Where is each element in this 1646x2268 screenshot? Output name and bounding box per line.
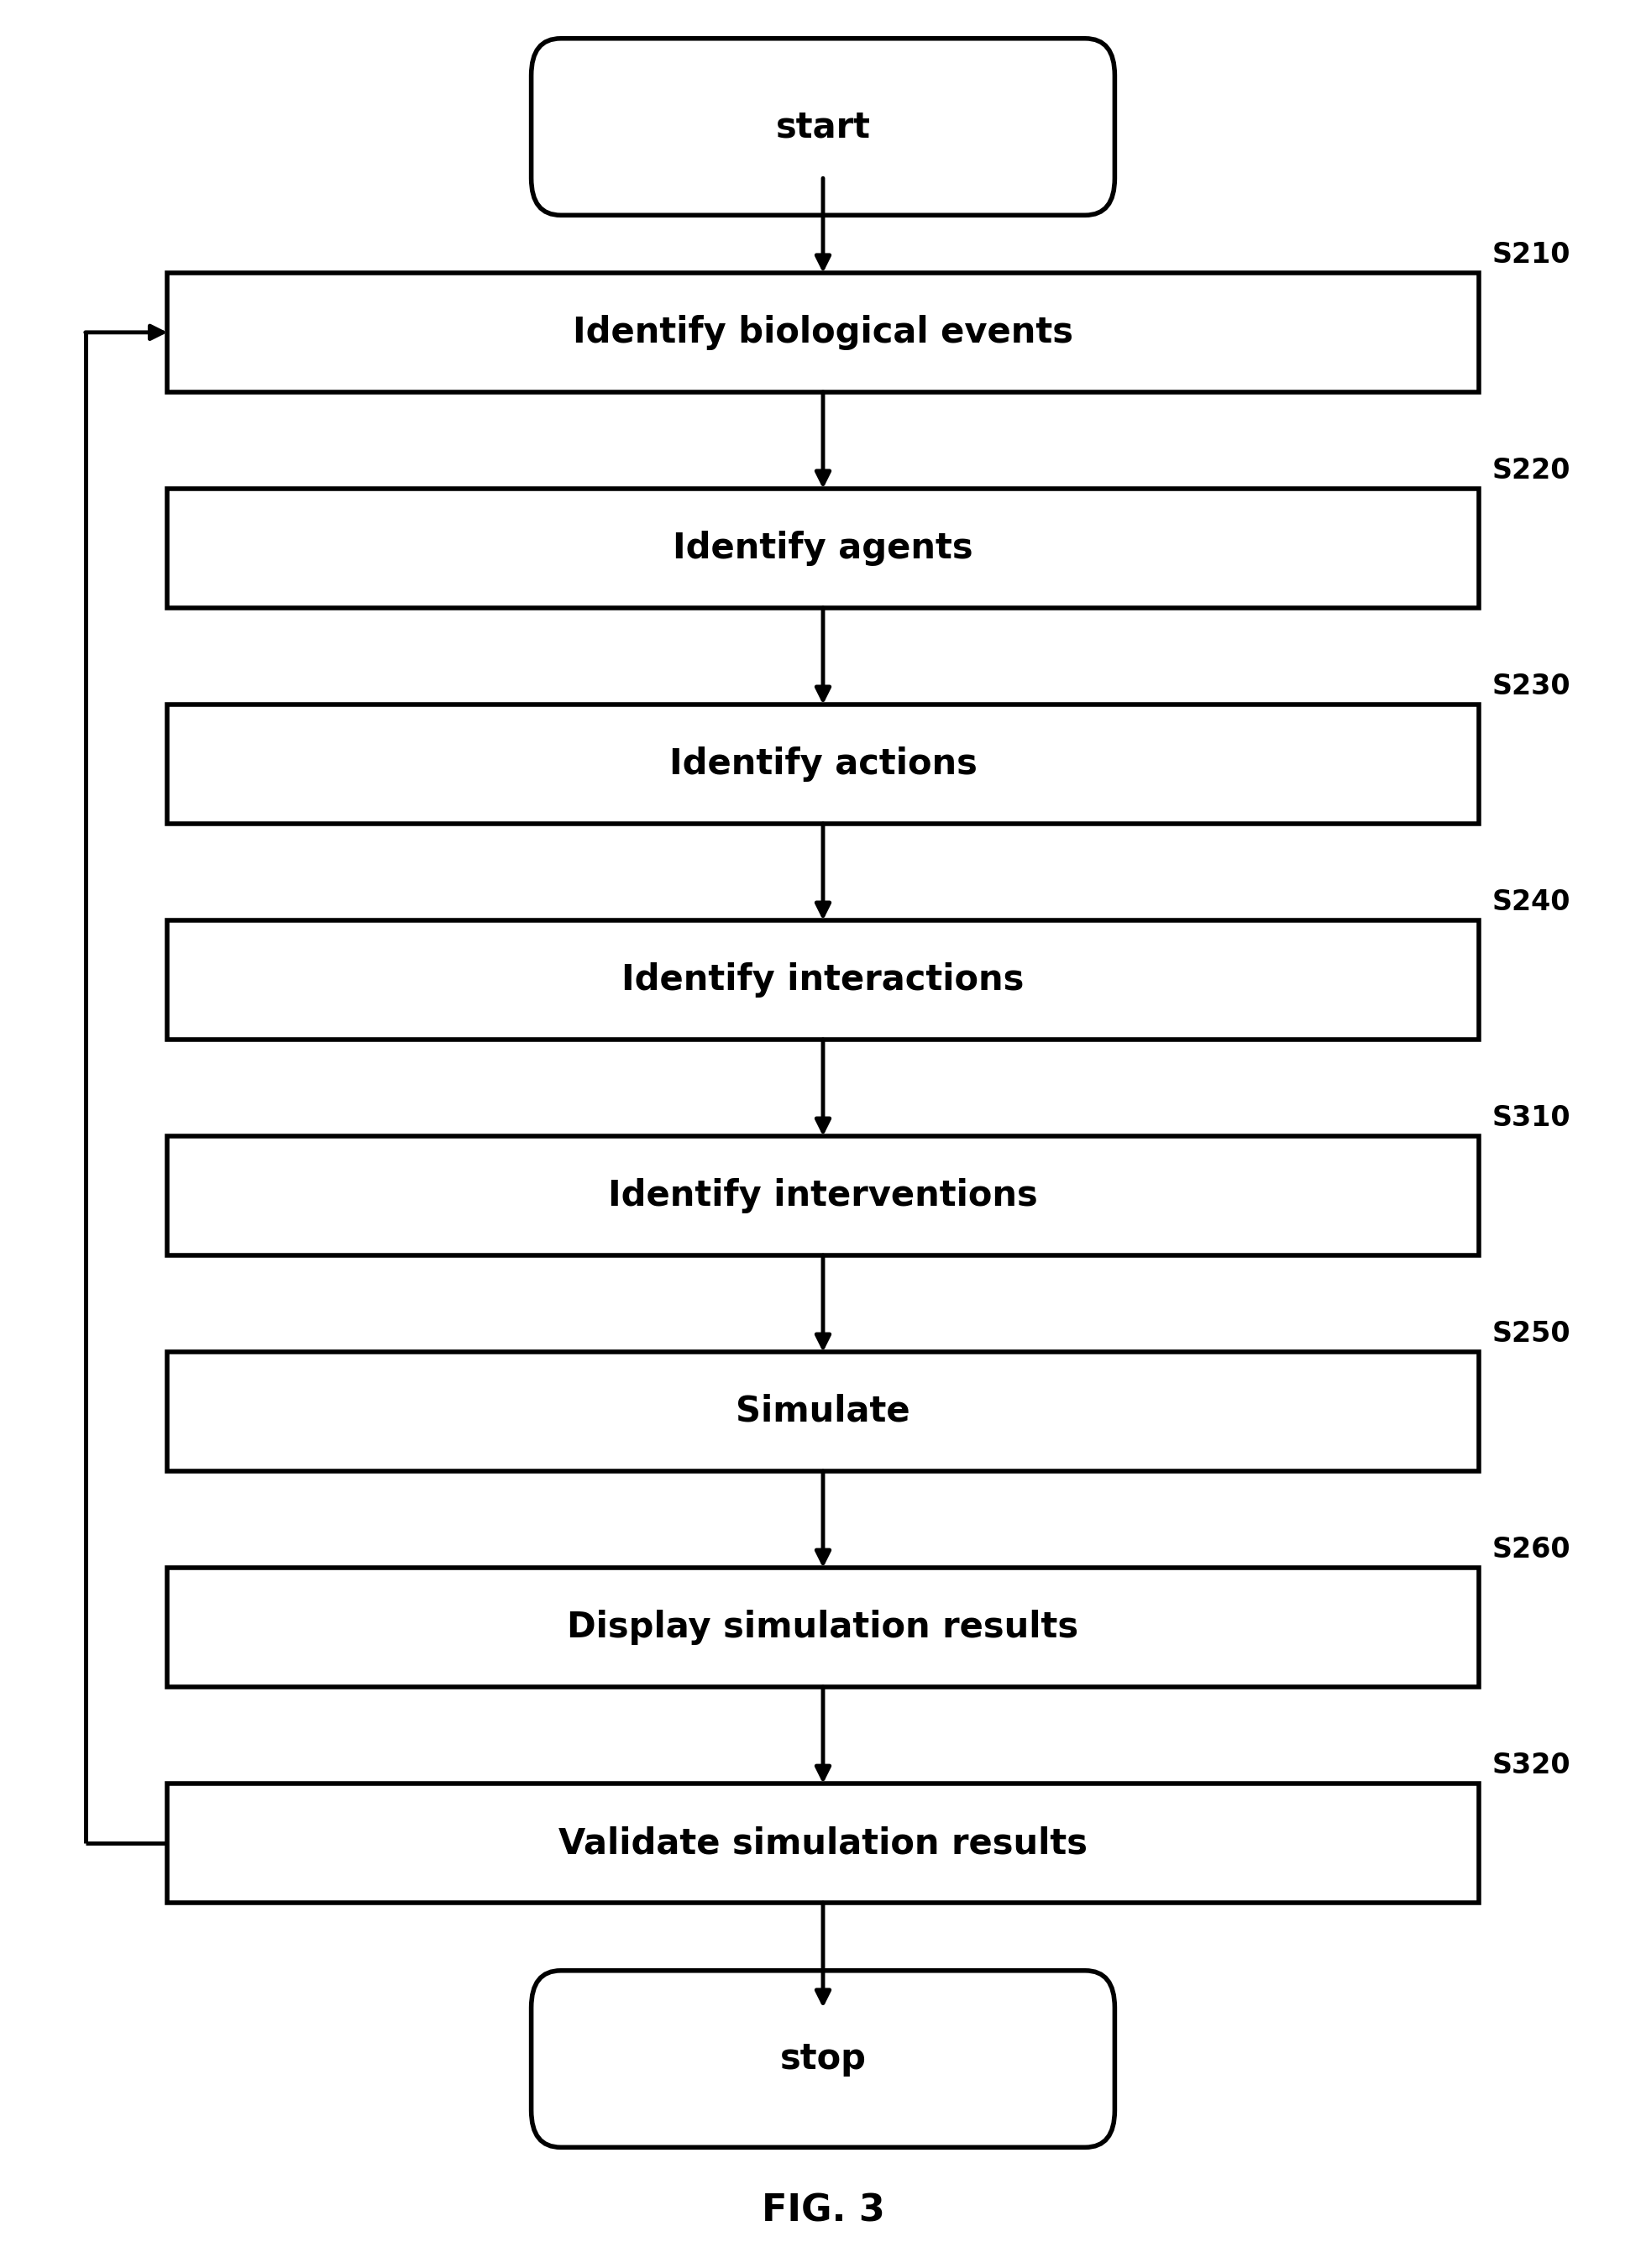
FancyBboxPatch shape	[168, 1136, 1478, 1254]
Text: Display simulation results: Display simulation results	[568, 1610, 1078, 1644]
FancyBboxPatch shape	[168, 272, 1478, 392]
FancyBboxPatch shape	[168, 1783, 1478, 1903]
Text: Validate simulation results: Validate simulation results	[558, 1826, 1088, 1860]
Text: Identify biological events: Identify biological events	[573, 315, 1073, 349]
FancyBboxPatch shape	[532, 1971, 1114, 2148]
Text: start: start	[775, 109, 871, 145]
Text: S260: S260	[1491, 1535, 1570, 1563]
Text: S230: S230	[1491, 674, 1570, 701]
FancyBboxPatch shape	[168, 488, 1478, 608]
Text: stop: stop	[780, 2041, 866, 2077]
FancyBboxPatch shape	[168, 921, 1478, 1039]
FancyBboxPatch shape	[168, 705, 1478, 823]
Text: S220: S220	[1491, 456, 1570, 485]
Text: Identify interactions: Identify interactions	[622, 962, 1024, 998]
Text: S240: S240	[1491, 889, 1570, 916]
Text: Identify interventions: Identify interventions	[607, 1177, 1039, 1213]
Text: S320: S320	[1491, 1751, 1570, 1780]
Text: Simulate: Simulate	[736, 1395, 910, 1429]
Text: S210: S210	[1491, 240, 1570, 268]
FancyBboxPatch shape	[168, 1567, 1478, 1687]
FancyBboxPatch shape	[532, 39, 1114, 215]
Text: FIG. 3: FIG. 3	[762, 2193, 884, 2229]
Text: S250: S250	[1491, 1320, 1570, 1347]
Text: Identify actions: Identify actions	[668, 746, 978, 782]
Text: Identify agents: Identify agents	[673, 531, 973, 565]
Text: S310: S310	[1491, 1105, 1570, 1132]
FancyBboxPatch shape	[168, 1352, 1478, 1472]
